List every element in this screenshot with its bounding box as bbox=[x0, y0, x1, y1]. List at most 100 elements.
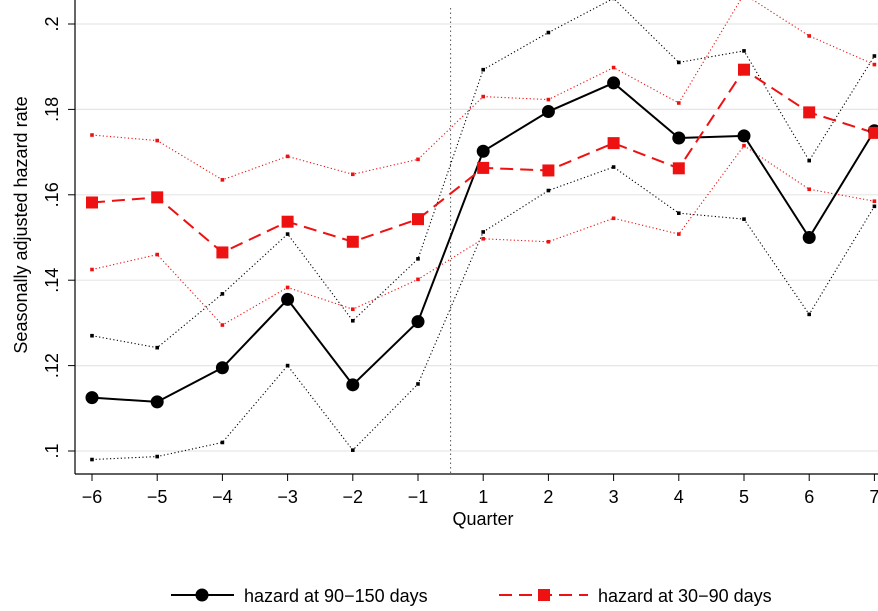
legend-swatch-marker-series-1 bbox=[195, 588, 209, 602]
axes: .1 .12 .14 .16 .18 .2 −6 −5 −4 −3 −2 −1 1 2 3 4 5 6 7 bbox=[42, 0, 878, 507]
series-1-ci-upper-point-6 bbox=[481, 67, 485, 72]
series-1-ci-lower-point-6 bbox=[481, 230, 485, 234]
x-tick-label-9: 4 bbox=[674, 487, 684, 507]
series-1-ci-lower-point-7 bbox=[546, 188, 551, 193]
legend-label-series-1: hazard at 90−150 days bbox=[244, 586, 428, 606]
series-2-ci-upper-point-8 bbox=[611, 65, 616, 70]
series-1-point-3 bbox=[281, 292, 295, 306]
x-axis-title: Quarter bbox=[452, 509, 513, 529]
series-1-ci-upper-point-9 bbox=[677, 60, 681, 65]
series-1-ci-lower-point-8 bbox=[611, 165, 616, 169]
x-tick-label-0: −6 bbox=[82, 487, 103, 507]
series-2-ci-upper-point-7 bbox=[546, 97, 551, 102]
series-1-ci-lower-point-11 bbox=[807, 312, 811, 317]
confidence-interval-lines bbox=[90, 0, 877, 462]
series-1-point-2 bbox=[215, 361, 229, 375]
series-markers bbox=[85, 63, 878, 409]
series-2-ci-lower-point-3 bbox=[285, 285, 290, 290]
series-2-ci-lower-point-10 bbox=[742, 143, 746, 148]
series-1-point-11 bbox=[802, 231, 816, 244]
series-2-ci-lower-point-2 bbox=[220, 323, 225, 327]
series-1-ci-upper-point-4 bbox=[351, 318, 355, 323]
x-tick-label-11: 6 bbox=[804, 487, 814, 507]
legend-swatch-marker-series-2 bbox=[538, 589, 550, 601]
series-2-ci-upper-point-12 bbox=[872, 62, 877, 67]
series-1-point-5 bbox=[411, 315, 425, 329]
x-tick-label-7: 2 bbox=[543, 487, 553, 507]
series-2-point-5 bbox=[412, 213, 424, 226]
series-1-ci-lower-point-0 bbox=[90, 457, 94, 462]
series-2-point-11 bbox=[803, 106, 816, 119]
series-1-ci-upper-point-10 bbox=[742, 49, 746, 53]
series-2-ci-lower-point-9 bbox=[677, 232, 681, 236]
series-2-ci-upper-point-1 bbox=[155, 138, 159, 143]
series-2-ci-lower-point-4 bbox=[351, 307, 355, 312]
series-1-ci-lower-point-4 bbox=[351, 448, 355, 452]
series-1-ci-lower-point-12 bbox=[872, 204, 877, 209]
x-tick-label-8: 3 bbox=[609, 487, 619, 507]
series-2-ci-lower-point-11 bbox=[807, 187, 811, 192]
x-tick-label-12: 7 bbox=[869, 487, 878, 507]
series-1-ci-upper-point-5 bbox=[416, 257, 420, 261]
series-2-point-6 bbox=[477, 161, 490, 174]
series-2-point-7 bbox=[542, 164, 555, 177]
series-2-ci-upper-point-2 bbox=[220, 178, 225, 182]
series-2-ci-upper-point-6 bbox=[481, 94, 485, 99]
series-2-ci-upper-point-5 bbox=[416, 157, 420, 162]
series-2-ci-upper-point-3 bbox=[285, 154, 290, 159]
series-2-point-3 bbox=[281, 215, 294, 228]
series-1-line bbox=[91, 81, 876, 403]
series-2-ci-lower-point-7 bbox=[546, 239, 551, 244]
series-1-point-1 bbox=[150, 395, 164, 409]
series-1-point-10 bbox=[737, 129, 751, 143]
x-tick-label-6: 1 bbox=[478, 487, 488, 507]
series-1-point-4 bbox=[346, 378, 360, 392]
series-2-point-0 bbox=[86, 196, 98, 209]
series-1-ci-lower-point-2 bbox=[220, 440, 225, 445]
series-1-ci-lower-point-3 bbox=[285, 363, 290, 368]
x-tick-label-5: −1 bbox=[408, 487, 429, 507]
series-2-point-10 bbox=[738, 63, 750, 76]
series-2-ci-upper-point-0 bbox=[90, 133, 94, 137]
series-1-ci-lower-line bbox=[91, 166, 875, 461]
x-tick-label-2: −4 bbox=[212, 487, 233, 507]
series-1-point-6 bbox=[476, 144, 490, 158]
series-1-ci-lower-point-5 bbox=[416, 382, 420, 386]
series-1-ci-upper-point-0 bbox=[90, 333, 94, 338]
y-tick-label-5: .2 bbox=[42, 16, 62, 31]
series-lines bbox=[91, 68, 876, 403]
series-2-ci-upper-point-11 bbox=[807, 34, 811, 38]
series-1-ci-upper-point-1 bbox=[155, 345, 159, 350]
series-1-ci-upper-point-7 bbox=[546, 30, 551, 35]
y-tick-label-0: .1 bbox=[42, 443, 62, 458]
legend: hazard at 90−150 days hazard at 30−90 da… bbox=[171, 586, 772, 606]
series-1-ci-upper-point-11 bbox=[807, 158, 811, 163]
series-1-ci-upper-point-3 bbox=[285, 232, 290, 236]
legend-label-series-2: hazard at 30−90 days bbox=[598, 586, 772, 606]
series-1-point-8 bbox=[607, 76, 621, 90]
series-2-point-12 bbox=[868, 126, 878, 139]
gridlines bbox=[75, 23, 878, 452]
series-2-ci-lower-point-0 bbox=[90, 267, 94, 272]
series-1-point-9 bbox=[672, 131, 686, 145]
y-tick-label-2: .14 bbox=[42, 268, 62, 293]
series-2-point-4 bbox=[346, 235, 359, 248]
series-1-ci-upper-point-12 bbox=[872, 54, 877, 58]
series-1-ci-lower-point-1 bbox=[155, 454, 159, 459]
series-2-ci-upper-point-4 bbox=[351, 172, 355, 177]
x-tick-label-10: 5 bbox=[739, 487, 749, 507]
y-tick-label-1: .12 bbox=[42, 353, 62, 378]
x-tick-label-3: −3 bbox=[277, 487, 298, 507]
series-1-ci-lower-point-10 bbox=[742, 217, 746, 221]
series-2-ci-upper-point-9 bbox=[677, 101, 681, 105]
series-2-point-8 bbox=[607, 137, 620, 150]
series-2-point-2 bbox=[216, 246, 229, 259]
series-2-ci-lower-point-8 bbox=[611, 216, 616, 221]
y-axis-title: Seasonally adjusted hazard rate bbox=[11, 96, 31, 353]
x-tick-label-1: −5 bbox=[147, 487, 168, 507]
series-2-point-1 bbox=[151, 191, 164, 204]
series-2-ci-lower-point-5 bbox=[416, 277, 420, 282]
series-1-ci-upper-point-2 bbox=[220, 292, 225, 296]
series-1-ci-lower-point-9 bbox=[677, 211, 681, 215]
